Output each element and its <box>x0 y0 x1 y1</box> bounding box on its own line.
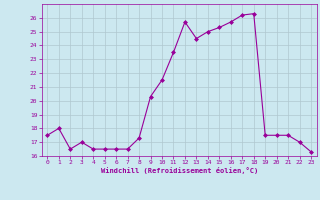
X-axis label: Windchill (Refroidissement éolien,°C): Windchill (Refroidissement éolien,°C) <box>100 167 258 174</box>
